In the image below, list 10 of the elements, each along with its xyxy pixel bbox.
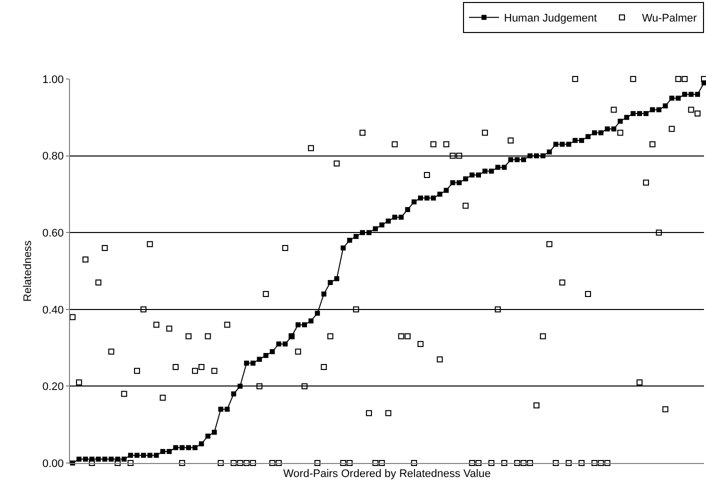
y-tick-label: 0.20 [42, 381, 64, 394]
y-tick-label: 0.80 [42, 150, 64, 163]
legend-label: Human Judgement [504, 12, 597, 25]
x-axis-title: Word-Pairs Ordered by Relatedness Value [283, 468, 491, 480]
y-tick-label: 0.40 [42, 304, 64, 316]
legend-label: Wu-Palmer [642, 12, 698, 25]
y-axis-title: Relatedness [22, 240, 34, 302]
y-tick-label: 0.00 [42, 458, 64, 470]
y-tick-label: 0.60 [42, 227, 64, 240]
y-tick-label: 1.00 [42, 74, 64, 86]
